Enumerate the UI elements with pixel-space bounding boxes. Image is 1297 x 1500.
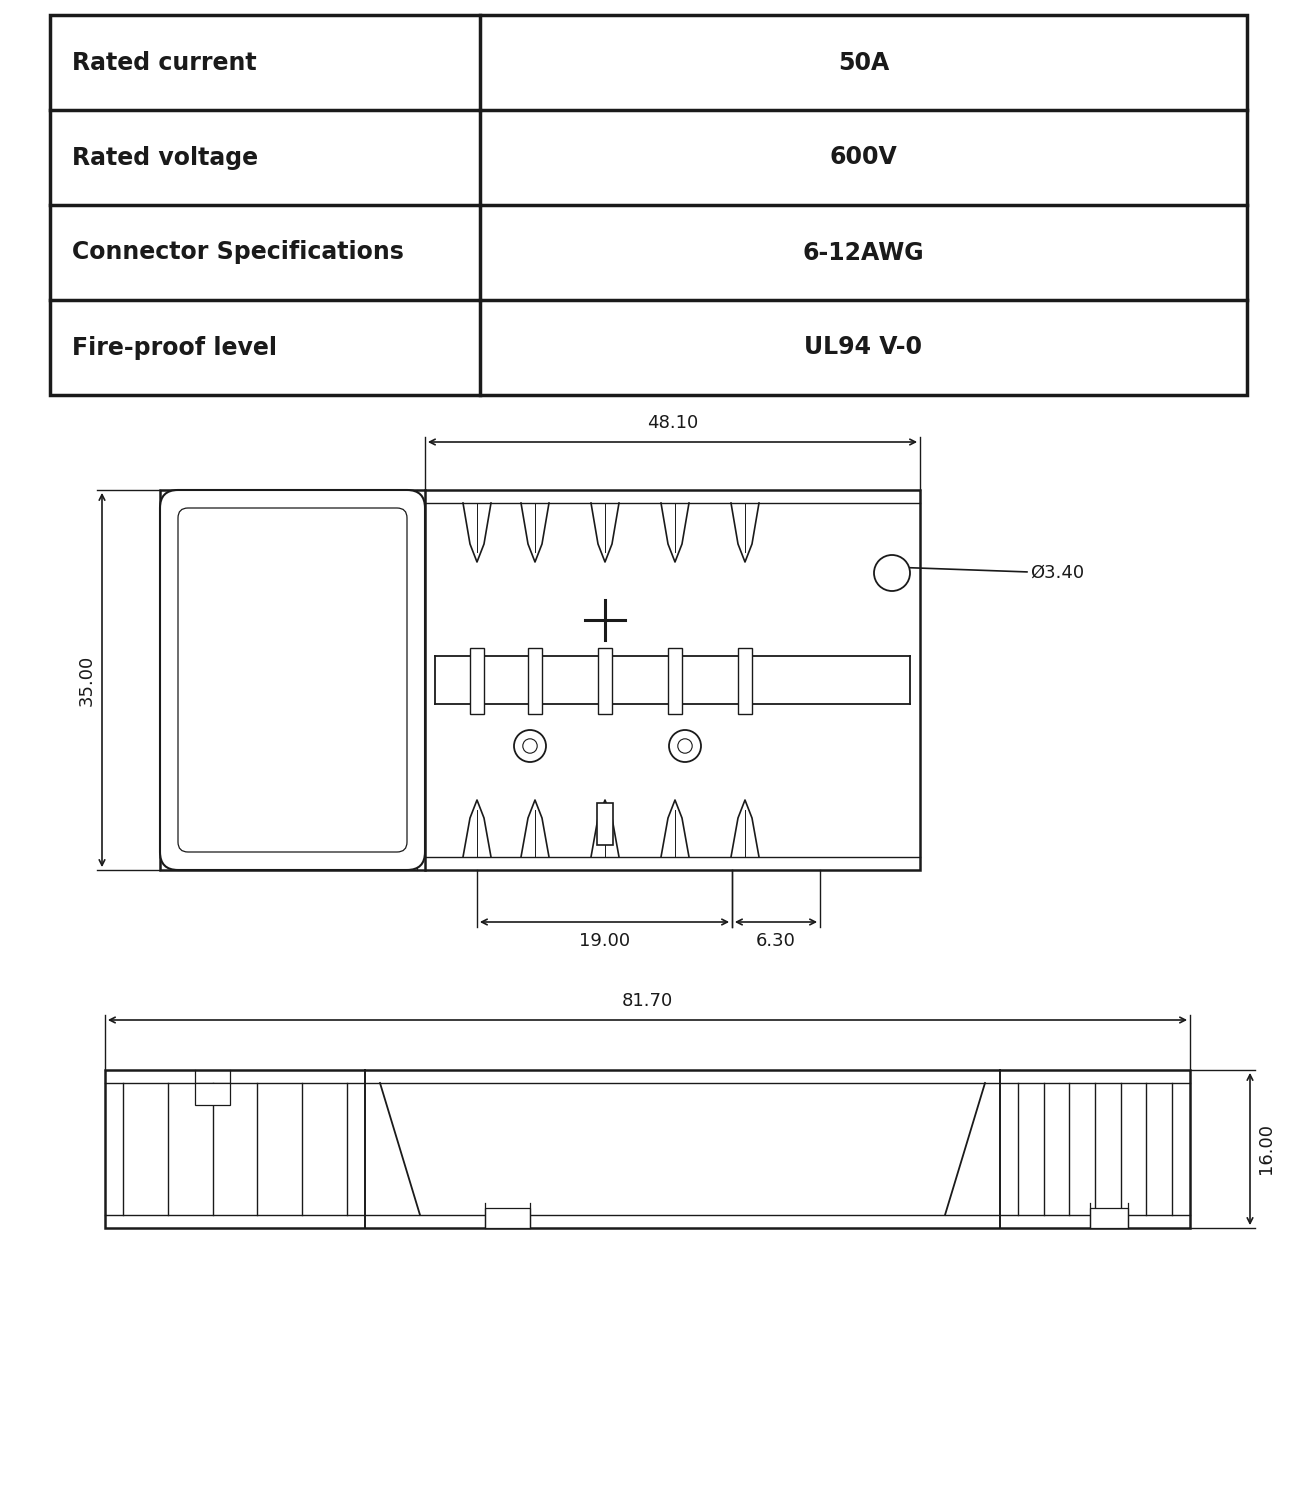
Bar bbox=[738, 648, 752, 714]
Circle shape bbox=[874, 555, 910, 591]
Text: Connector Specifications: Connector Specifications bbox=[73, 240, 403, 264]
Bar bbox=[195, 1083, 230, 1106]
FancyBboxPatch shape bbox=[160, 490, 425, 870]
Text: 50A: 50A bbox=[838, 51, 890, 75]
Text: 48.10: 48.10 bbox=[647, 414, 698, 432]
Bar bbox=[105, 1070, 1191, 1228]
Text: Ø3.40: Ø3.40 bbox=[909, 564, 1084, 582]
Circle shape bbox=[678, 740, 693, 753]
Bar bbox=[597, 802, 613, 844]
Text: Rated current: Rated current bbox=[73, 51, 257, 75]
Text: 6.30: 6.30 bbox=[756, 932, 796, 950]
Bar bbox=[160, 490, 920, 870]
Circle shape bbox=[523, 740, 537, 753]
Bar bbox=[1089, 1208, 1128, 1228]
Text: 19.00: 19.00 bbox=[578, 932, 630, 950]
Text: 16.00: 16.00 bbox=[1257, 1124, 1275, 1174]
Text: Fire-proof level: Fire-proof level bbox=[73, 336, 278, 360]
Text: 600V: 600V bbox=[830, 146, 898, 170]
Bar bbox=[470, 648, 484, 714]
Bar bbox=[668, 648, 682, 714]
Text: 81.70: 81.70 bbox=[621, 992, 673, 1010]
Circle shape bbox=[514, 730, 546, 762]
Text: 35.00: 35.00 bbox=[78, 654, 96, 705]
Bar bbox=[51, 15, 1246, 394]
Text: UL94 V-0: UL94 V-0 bbox=[804, 336, 922, 360]
Bar bbox=[598, 648, 612, 714]
Text: Rated voltage: Rated voltage bbox=[73, 146, 258, 170]
Circle shape bbox=[669, 730, 700, 762]
Text: 6-12AWG: 6-12AWG bbox=[803, 240, 925, 264]
FancyBboxPatch shape bbox=[178, 509, 407, 852]
Bar bbox=[485, 1208, 530, 1228]
Bar bbox=[528, 648, 542, 714]
